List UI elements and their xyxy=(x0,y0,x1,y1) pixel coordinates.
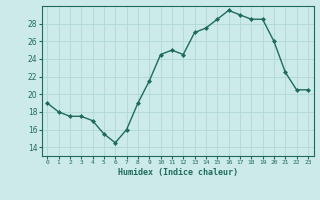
X-axis label: Humidex (Indice chaleur): Humidex (Indice chaleur) xyxy=(118,168,237,177)
